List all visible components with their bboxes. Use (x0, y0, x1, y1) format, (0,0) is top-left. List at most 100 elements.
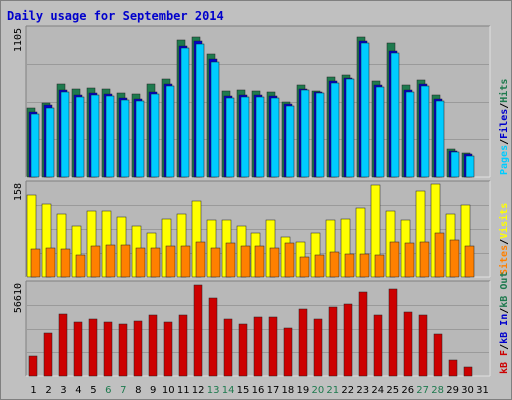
day-label-27: 27 (416, 385, 429, 396)
bar-sites-day-15 (240, 245, 251, 278)
bar-sites-day-17 (269, 247, 280, 278)
bar-pages-day-16 (255, 96, 265, 178)
bar-kb-f-day-20 (313, 318, 323, 377)
panel-traffic-counts: 1105 Pages/Files/Hits (13, 25, 510, 178)
bar-sites-day-14 (225, 242, 236, 278)
legend-item-sites: Sites (498, 245, 510, 275)
day-label-12: 12 (192, 385, 205, 396)
legend-separator: / (499, 139, 510, 145)
bar-pages-day-24 (375, 86, 385, 178)
day-label-15: 15 (237, 385, 250, 396)
day-label-18: 18 (282, 385, 295, 396)
bar-pages-day-29 (450, 151, 460, 178)
bar-sites-day-6 (105, 244, 116, 278)
legend-item-kb-out: kB Out (499, 272, 510, 308)
day-label-5: 5 (90, 385, 96, 396)
bar-kb-f-day-30 (463, 366, 473, 377)
legend-item-files: Files (498, 109, 510, 139)
bar-kb-f-day-3 (58, 313, 68, 377)
bar-sites-day-25 (389, 241, 400, 278)
bar-sites-day-19 (299, 256, 310, 278)
day-label-3: 3 (60, 385, 66, 396)
panel-visits-sites: 158 Sites/Visits (13, 180, 510, 278)
day-label-6: 6 (105, 385, 111, 396)
y-max-label: 1105 (13, 28, 24, 52)
bar-pages-day-28 (435, 100, 445, 178)
bar-sites-day-28 (434, 232, 445, 278)
bar-pages-day-2 (45, 107, 55, 178)
day-label-17: 17 (267, 385, 280, 396)
bar-sites-day-26 (404, 242, 415, 278)
bar-sites-day-29 (449, 239, 460, 278)
bar-pages-day-1 (30, 113, 40, 178)
bar-sites-day-27 (419, 241, 430, 278)
bar-pages-day-14 (225, 97, 235, 178)
bar-sites-day-23 (359, 253, 370, 278)
bar-pages-day-15 (240, 96, 250, 178)
legend-separator: / (499, 239, 510, 245)
bar-sites-day-8 (135, 247, 146, 278)
legend-separator: / (499, 103, 510, 109)
day-label-21: 21 (326, 385, 339, 396)
legend-separator: / (499, 308, 510, 314)
bar-kb-f-day-25 (388, 288, 398, 377)
day-label-28: 28 (431, 385, 444, 396)
bar-pages-day-9 (150, 93, 160, 178)
bar-pages-day-5 (90, 94, 100, 178)
bar-kb-f-day-28 (433, 333, 443, 377)
day-label-25: 25 (386, 385, 399, 396)
bar-kb-f-day-26 (403, 311, 413, 377)
bar-kb-f-day-7 (118, 323, 128, 377)
legend-item-visits: Visits (498, 203, 510, 239)
bar-pages-day-10 (165, 85, 175, 178)
legend-traffic-counts: Pages/Files/Hits (498, 79, 510, 175)
chart-panels: 1105 Pages/Files/Hits 158Sites/Visits56610… (13, 25, 510, 377)
bar-pages-day-17 (270, 97, 280, 178)
day-label-7: 7 (120, 385, 126, 396)
bar-kb-f-day-13 (208, 297, 218, 377)
bar-pages-day-20 (315, 92, 325, 178)
day-label-9: 9 (150, 385, 156, 396)
bar-sites-day-21 (329, 251, 340, 278)
bar-kb-f-day-6 (103, 321, 113, 377)
bar-pages-day-21 (330, 82, 340, 178)
bar-sites-day-2 (45, 247, 56, 278)
bar-kb-f-day-17 (268, 316, 278, 377)
bar-kb-f-day-21 (328, 306, 338, 377)
day-label-4: 4 (75, 385, 81, 396)
bar-pages-day-27 (420, 85, 430, 178)
legend-item-kb-f: kB F (499, 350, 510, 374)
day-label-30: 30 (461, 385, 474, 396)
bar-pages-day-26 (405, 91, 415, 178)
bar-kb-f-day-8 (133, 320, 143, 377)
bar-pages-day-6 (105, 95, 115, 178)
legend-separator: / (499, 344, 510, 350)
bar-pages-day-4 (75, 96, 85, 178)
bar-kb-f-day-15 (238, 323, 248, 377)
day-label-11: 11 (177, 385, 190, 396)
day-label-13: 13 (207, 385, 220, 396)
legend-item-pages: Pages (499, 145, 510, 175)
bar-pages-day-12 (195, 43, 205, 178)
bar-sites-day-20 (314, 254, 325, 278)
bar-pages-day-30 (465, 155, 475, 178)
bar-sites-day-10 (165, 245, 176, 278)
bar-pages-day-3 (60, 91, 70, 178)
bar-kb-f-day-4 (73, 321, 83, 377)
bar-kb-f-day-18 (283, 327, 293, 377)
day-label-23: 23 (356, 385, 369, 396)
day-label-26: 26 (401, 385, 414, 396)
day-label-22: 22 (341, 385, 354, 396)
bar-kb-f-day-16 (253, 316, 263, 377)
day-label-16: 16 (252, 385, 265, 396)
bar-kb-f-day-11 (178, 314, 188, 377)
bar-sites-day-4 (75, 254, 86, 278)
legend-bandwidth: kB F/kB In/kB Out (499, 272, 510, 374)
chart-title: Daily usage for September 2014 (7, 9, 224, 23)
bar-sites-day-5 (90, 245, 101, 278)
bar-sites-day-3 (60, 248, 71, 278)
bar-kb-f-day-23 (358, 291, 368, 377)
day-label-8: 8 (135, 385, 141, 396)
